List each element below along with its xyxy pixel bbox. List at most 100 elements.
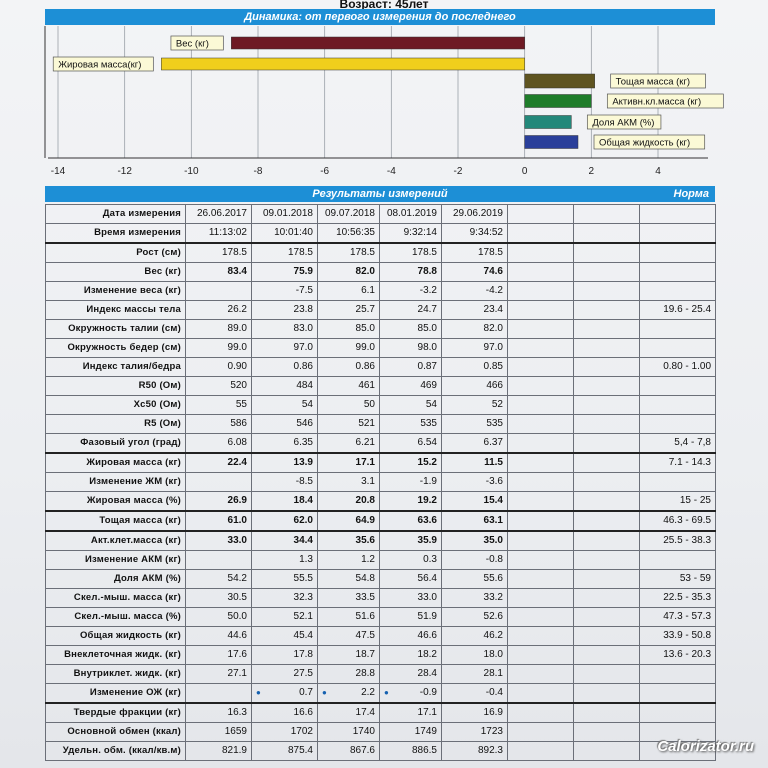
table-row: Скел.-мыш. масса (%) 50.0 52.1 51.6 51.9 52.6… (45, 607, 716, 627)
table-row: Изменение ОЖ (кг) ● 0.7 ● 2.2 ● -0.9 -0.4 (45, 683, 716, 704)
cell-text: 0.85 (483, 361, 503, 372)
cell-text: 55.5 (293, 573, 313, 584)
cell-value: 61.0 (185, 510, 252, 532)
cell-text: 546 (296, 418, 313, 429)
row-label: Изменение АКМ (кг) (45, 550, 186, 570)
row-label: Xc50 (Ом) (45, 395, 186, 415)
cell-value: 75.9 (251, 262, 318, 282)
table-row: Рост (см) 178.5 178.5 178.5 178.5 178.5 (45, 242, 716, 263)
row-label: R5 (Ом) (45, 414, 186, 434)
empty-cell (573, 626, 640, 646)
table-row: Общая жидкость (кг) 44.6 45.4 47.5 46.6 46.2 3… (45, 626, 716, 646)
cell-value: 886.5 (379, 741, 442, 761)
bar (524, 135, 579, 149)
norm-cell (639, 262, 716, 282)
cell-value: 1740 (317, 722, 380, 742)
cell-text: 821.9 (221, 745, 247, 756)
empty-cell (507, 204, 574, 224)
empty-cell (573, 472, 640, 492)
cell-text: 28.8 (355, 668, 375, 679)
norm-cell (639, 223, 716, 244)
cell-value: 0.87 (379, 357, 442, 377)
norm-cell (639, 376, 716, 396)
cell-value: 466 (441, 376, 508, 396)
cell-text: 75.9 (293, 266, 313, 277)
cell-text: 83.0 (293, 323, 313, 334)
empty-cell (507, 569, 574, 589)
cell-text: 3.1 (361, 476, 375, 487)
cell-text: 586 (230, 418, 247, 429)
cell-text: 0.87 (417, 361, 437, 372)
empty-cell (507, 702, 574, 723)
row-label: Вес (кг) (45, 262, 186, 282)
empty-cell (507, 242, 574, 263)
cell-value: 47.5 (317, 626, 380, 646)
cell-value: 15.4 (441, 491, 508, 512)
cell-value: 35.0 (441, 530, 508, 551)
cell-text: -3.6 (485, 476, 503, 487)
cell-value: -0.4 (441, 683, 508, 704)
empty-cell (573, 664, 640, 684)
empty-cell (573, 645, 640, 665)
cell-value: 82.0 (317, 262, 380, 282)
empty-cell (507, 395, 574, 415)
cell-value: 33.2 (441, 588, 508, 608)
cell-value: 99.0 (317, 338, 380, 358)
cell-text: 535 (486, 418, 503, 429)
table-row: Внеклеточная жидк. (кг) 17.6 17.8 18.7 18.2 1… (45, 645, 716, 665)
empty-cell (573, 588, 640, 608)
cell-text: 50 (363, 399, 375, 410)
cell-text: 13.9 (293, 457, 313, 468)
cell-text: 867.6 (349, 745, 375, 756)
empty-cell (507, 414, 574, 434)
norm-cell (639, 702, 716, 723)
bar-label-box (610, 73, 706, 89)
norm-cell (639, 664, 716, 684)
cell-text: 18.7 (355, 649, 375, 660)
cell-value: 17.1 (379, 702, 442, 723)
cell-value: 83.4 (185, 262, 252, 282)
cell-text: 535 (420, 418, 437, 429)
dynamics-title: Динамика: от первого измерения до послед… (45, 9, 715, 25)
empty-cell (507, 550, 574, 570)
cell-text: 51.6 (355, 611, 375, 622)
cell-text: 33.2 (483, 592, 503, 603)
cell-value: 44.6 (185, 626, 252, 646)
empty-cell (507, 664, 574, 684)
cell-text: 16.6 (293, 707, 313, 718)
cell-value: 18.0 (441, 645, 508, 665)
cell-value: 1723 (441, 722, 508, 742)
cell-value: 178.5 (317, 242, 380, 263)
row-label: Твердые фракции (кг) (45, 702, 186, 723)
watermark: Calorizator.ru (657, 738, 754, 755)
table-row: Индекс массы тела 26.2 23.8 25.7 24.7 23.4 19.… (45, 300, 716, 320)
cell-value: 35.6 (317, 530, 380, 551)
cell-text: 178.5 (287, 247, 313, 258)
cell-text: 6.37 (483, 437, 503, 448)
cell-text: 20.8 (355, 495, 375, 506)
cell-text: 35.0 (483, 535, 503, 546)
cell-text: 74.6 (483, 266, 503, 277)
cell-value: 55.5 (251, 569, 318, 589)
bar (524, 115, 572, 129)
cell-text: 52 (491, 399, 503, 410)
cell-value: 16.9 (441, 702, 508, 723)
empty-cell (573, 223, 640, 244)
cell-text: -0.4 (485, 687, 503, 698)
cell-text: 22.4 (227, 457, 247, 468)
empty-cell (507, 300, 574, 320)
cell-value: 178.5 (441, 242, 508, 263)
cell-value: 521 (317, 414, 380, 434)
cell-value: 54 (251, 395, 318, 415)
cell-value: 62.0 (251, 510, 318, 532)
cell-value: 18.2 (379, 645, 442, 665)
bar-label-box (52, 56, 154, 72)
row-label: Основной обмен (ккал) (45, 722, 186, 742)
empty-cell (507, 510, 574, 532)
cell-text: 44.6 (227, 630, 247, 641)
tick-label: -2 (454, 166, 463, 177)
cell-value: -8.5 (251, 472, 318, 492)
row-label: Общая жидкость (кг) (45, 626, 186, 646)
cell-value: 16.3 (185, 702, 252, 723)
cell-text: 16.9 (483, 707, 503, 718)
